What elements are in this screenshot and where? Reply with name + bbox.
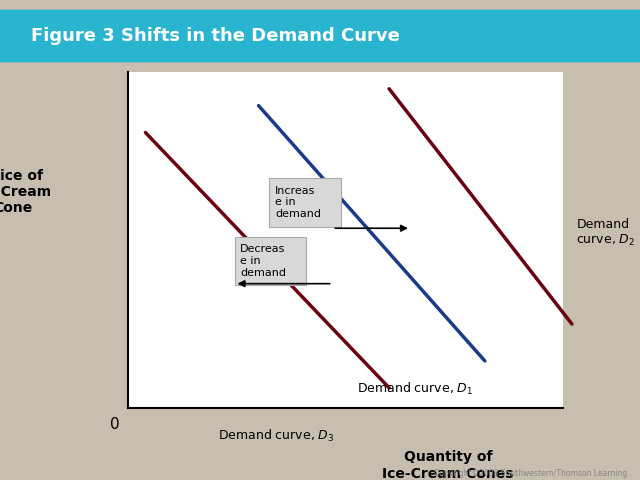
Text: 0: 0 bbox=[110, 417, 120, 432]
Text: Price of
Ice-Cream
Cone: Price of Ice-Cream Cone bbox=[0, 169, 52, 215]
Text: Demand
curve, $D_2$: Demand curve, $D_2$ bbox=[576, 218, 636, 249]
FancyBboxPatch shape bbox=[269, 178, 341, 227]
Text: Quantity of
Ice-Cream Cones: Quantity of Ice-Cream Cones bbox=[382, 451, 514, 480]
Text: Decreas
e in
demand: Decreas e in demand bbox=[240, 244, 286, 277]
Text: Copyright©2003 Southwestern/Thomson Learning: Copyright©2003 Southwestern/Thomson Lear… bbox=[434, 468, 627, 478]
Text: Demand curve, $D_3$: Demand curve, $D_3$ bbox=[218, 428, 334, 444]
Text: Figure 3 Shifts in the Demand Curve: Figure 3 Shifts in the Demand Curve bbox=[31, 27, 400, 45]
Text: Increas
e in
demand: Increas e in demand bbox=[275, 186, 321, 219]
FancyBboxPatch shape bbox=[235, 237, 307, 285]
Text: Demand curve, $D_1$: Demand curve, $D_1$ bbox=[357, 381, 474, 397]
FancyBboxPatch shape bbox=[0, 10, 640, 62]
